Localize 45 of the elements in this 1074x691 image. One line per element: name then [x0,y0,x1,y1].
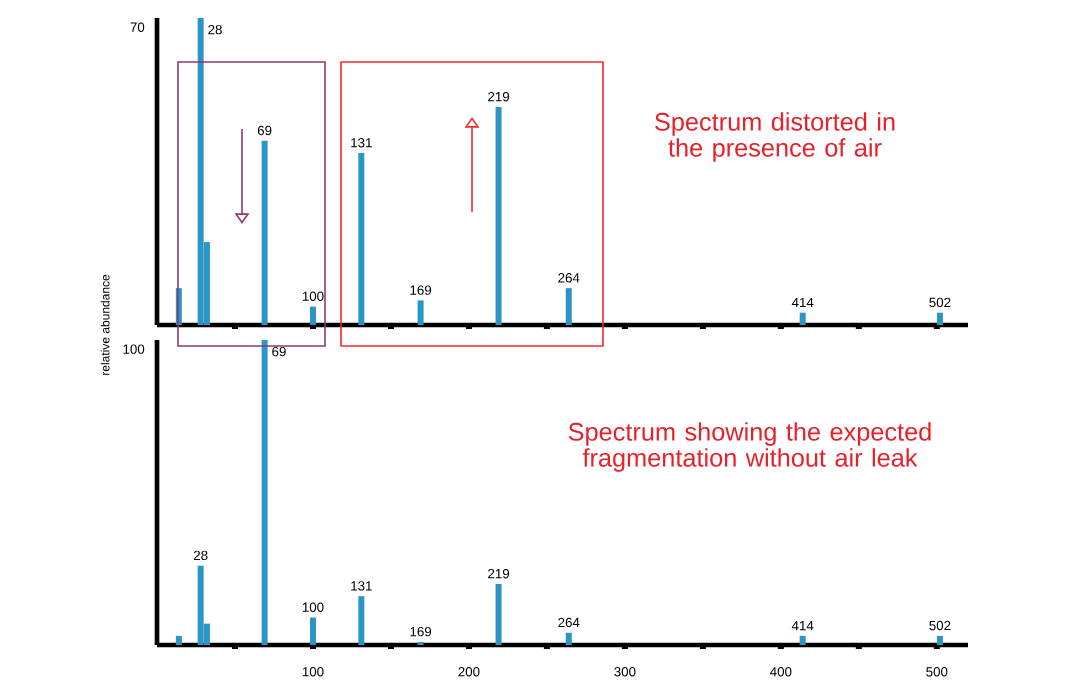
annotation: 502 [929,297,951,308]
bar [565,632,572,645]
x-tick-label: 200 [458,667,480,677]
annotation: 131 [351,138,372,148]
y-axis-title: relative abundance [100,274,110,375]
bar [799,312,806,325]
bar [799,635,806,645]
annotation: Spectrum showing the expected fragmentation without air leak [568,422,931,472]
bar [309,306,316,325]
annotation: 69 [257,125,272,136]
bar [495,107,502,325]
annotation: 219 [488,91,510,102]
annotation: 219 [488,568,510,579]
annotation: 100 [302,291,324,301]
annotation: 264 [558,273,580,283]
bar [565,288,572,325]
annotation: 169 [410,285,432,295]
bar [261,140,268,325]
annotation: 28 [208,24,222,35]
annotation: 169 [410,626,432,637]
bar [358,153,365,325]
x-tick-label: 400 [770,667,792,677]
bar [358,596,365,645]
bar [261,339,268,645]
text: 70 [130,22,145,32]
annotation: 28 [193,550,208,561]
bar [936,312,943,325]
bar [309,617,316,645]
bar [175,635,182,645]
annotation: 414 [791,621,814,631]
x-tick-label: 100 [302,667,324,677]
bar [417,300,424,325]
annotation: 414 [791,297,814,308]
bar [417,641,424,645]
bar [936,635,943,645]
annotation: 100 [302,602,324,612]
bar [495,583,502,645]
annotation: 264 [558,617,580,628]
x-tick-label: 500 [926,667,948,677]
x-tick-label: 300 [614,667,636,677]
annotation: Spectrum distorted in the presence of air [655,112,895,162]
text: 100 [123,344,145,354]
annotation: 502 [929,620,951,631]
annotation: 69 [272,346,286,357]
annotation: 131 [351,581,372,591]
